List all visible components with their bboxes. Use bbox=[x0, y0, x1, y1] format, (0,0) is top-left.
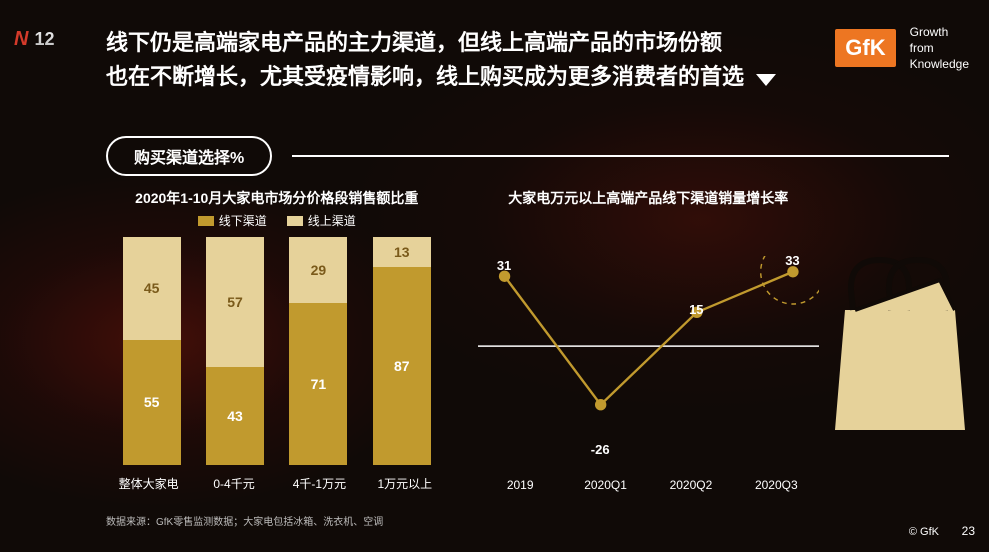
page-title-block: 线下仍是高端家电产品的主力渠道，但线上高端产品的市场份额 也在不断增长，尤其受疫… bbox=[106, 26, 799, 94]
line-x-label: 2020Q1 bbox=[563, 478, 648, 492]
title-line-2: 也在不断增长，尤其受疫情影响，线上购买成为更多消费者的首选 bbox=[106, 64, 744, 89]
section-header-row: 购买渠道选择% bbox=[106, 136, 949, 176]
gfk-tag-1: Growth bbox=[910, 24, 969, 40]
legend-online: 线上渠道 bbox=[287, 212, 356, 229]
bar-segment-online: 29 bbox=[289, 237, 347, 303]
bar-segment-online: 57 bbox=[206, 237, 264, 367]
line-chart-plot: 31 -26 15 33 bbox=[478, 256, 820, 472]
gfk-tag-3: Knowledge bbox=[910, 56, 969, 72]
logo-left: N 12 bbox=[14, 28, 54, 51]
legend-offline-label: 线下渠道 bbox=[219, 212, 267, 229]
logo-n: N bbox=[14, 28, 28, 51]
section-pill: 购买渠道选择% bbox=[106, 136, 272, 176]
gfk-tag-2: from bbox=[910, 40, 969, 56]
data-source: 数据来源：GfK零售监测数据；大家电包括冰箱、洗衣机、空调 bbox=[106, 513, 383, 528]
legend-offline: 线下渠道 bbox=[198, 212, 267, 229]
bar-x-label: 1万元以上 bbox=[362, 475, 447, 492]
line-x-labels: 20192020Q12020Q22020Q3 bbox=[478, 478, 820, 492]
line-x-label: 2020Q2 bbox=[648, 478, 733, 492]
trend-line bbox=[504, 272, 792, 405]
logo-12: 12 bbox=[34, 29, 54, 50]
bar-stack: 1387 bbox=[373, 237, 431, 465]
bar-group: 5743 bbox=[206, 237, 264, 465]
bar-stack: 4555 bbox=[123, 237, 181, 465]
bar-group: 2971 bbox=[289, 237, 347, 465]
bar-segment-online: 13 bbox=[373, 237, 431, 267]
title-line-1: 线下仍是高端家电产品的主力渠道，但线上高端产品的市场份额 bbox=[106, 30, 722, 55]
gfk-logo: GfK bbox=[835, 29, 895, 67]
shopping-bag-icon bbox=[825, 240, 975, 440]
bar-segment-offline: 87 bbox=[373, 267, 431, 465]
page-title: 线下仍是高端家电产品的主力渠道，但线上高端产品的市场份额 也在不断增长，尤其受疫… bbox=[106, 26, 799, 94]
bar-segment-online: 45 bbox=[123, 237, 181, 340]
bar-chart: 2020年1-10月大家电市场分价格段销售额比重 线下渠道 线上渠道 45555… bbox=[106, 188, 448, 492]
line-x-label: 2020Q3 bbox=[734, 478, 819, 492]
page-number: 23 bbox=[962, 524, 975, 538]
bar-x-label: 0-4千元 bbox=[191, 475, 276, 492]
bar-segment-offline: 43 bbox=[206, 367, 264, 465]
bar-chart-legend: 线下渠道 线上渠道 bbox=[106, 212, 448, 229]
down-arrow-icon bbox=[756, 74, 776, 86]
bar-x-label: 4千-1万元 bbox=[277, 475, 362, 492]
gfk-tagline: Growth from Knowledge bbox=[910, 24, 969, 73]
bar-segment-offline: 71 bbox=[289, 303, 347, 465]
point-label: 31 bbox=[497, 258, 511, 273]
bar-x-label: 整体大家电 bbox=[106, 475, 191, 492]
bar-stack: 5743 bbox=[206, 237, 264, 465]
copyright: © GfK bbox=[909, 526, 939, 538]
point-label: 33 bbox=[785, 253, 799, 268]
bar-stack: 2971 bbox=[289, 237, 347, 465]
charts-area: 2020年1-10月大家电市场分价格段销售额比重 线下渠道 线上渠道 45555… bbox=[106, 188, 819, 492]
point-label: 15 bbox=[689, 302, 703, 317]
bar-group: 1387 bbox=[373, 237, 431, 465]
bars-container: 4555574329711387 bbox=[106, 237, 448, 469]
bar-chart-title: 2020年1-10月大家电市场分价格段销售额比重 bbox=[106, 188, 448, 208]
swatch-online bbox=[287, 216, 303, 226]
line-chart-svg bbox=[478, 256, 819, 436]
bar-segment-offline: 55 bbox=[123, 340, 181, 465]
data-point bbox=[594, 399, 605, 410]
bar-x-labels: 整体大家电0-4千元4千-1万元1万元以上 bbox=[106, 475, 448, 492]
line-chart-title: 大家电万元以上高端产品线下渠道销量增长率 bbox=[478, 188, 820, 208]
line-x-label: 2019 bbox=[478, 478, 563, 492]
point-label: -26 bbox=[591, 442, 610, 457]
bar-group: 4555 bbox=[123, 237, 181, 465]
line-chart: 大家电万元以上高端产品线下渠道销量增长率 31-261533 20192020Q… bbox=[478, 188, 820, 492]
gfk-logo-block: GfK Growth from Knowledge bbox=[835, 24, 969, 73]
legend-online-label: 线上渠道 bbox=[308, 212, 356, 229]
swatch-offline bbox=[198, 216, 214, 226]
section-underline bbox=[292, 155, 949, 157]
